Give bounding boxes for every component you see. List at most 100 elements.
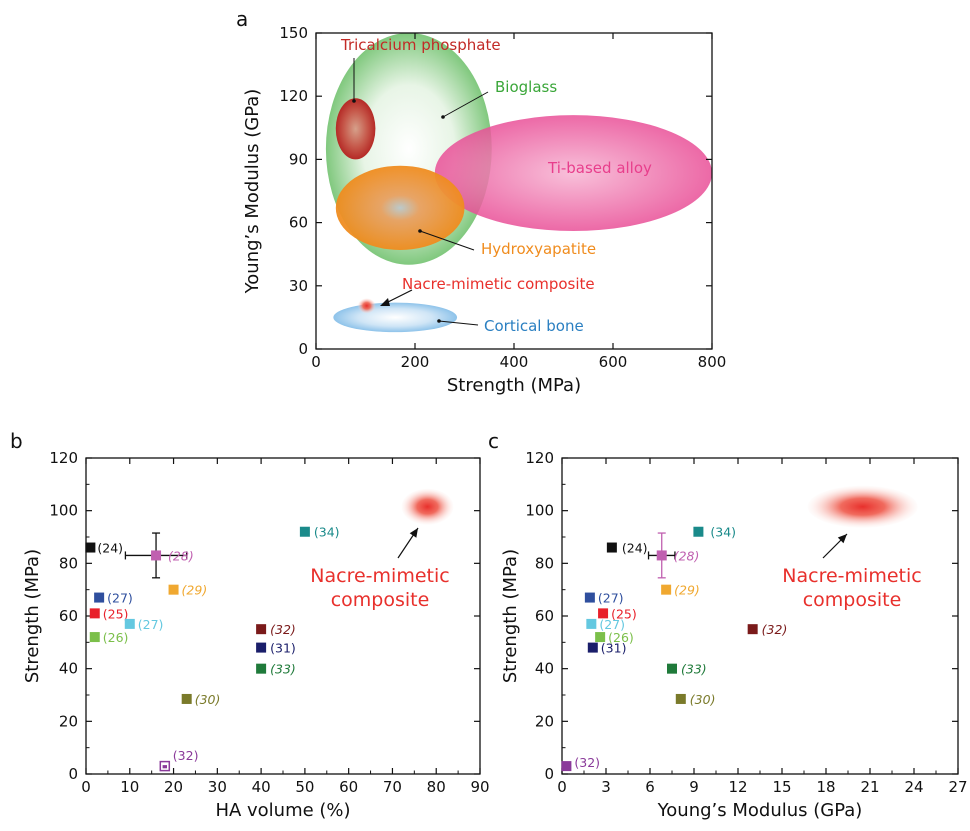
y-tick-label: 80 [59, 554, 78, 572]
region-label: Tricalcium phosphate [340, 36, 501, 54]
x-tick-label: 0 [81, 778, 91, 796]
highlight-label: Nacre-mimetic [310, 565, 449, 587]
data-point [256, 663, 267, 674]
y-tick-label: 150 [279, 24, 308, 42]
region-tricalcium-phosphate [335, 98, 376, 160]
x-tick-label: 24 [904, 778, 923, 796]
y-tick-label: 90 [289, 150, 308, 168]
y-tick-label: 0 [68, 765, 78, 783]
y-tick-label: 40 [535, 660, 554, 678]
data-point [181, 693, 192, 704]
y-axis-title: Strength (MPa) [500, 549, 521, 683]
point-label: (24) [622, 541, 648, 556]
y-tick-label: 60 [289, 214, 308, 232]
highlight-blob [807, 485, 918, 528]
region-cortical-bone [333, 302, 458, 333]
point-label: (25) [611, 606, 637, 621]
panel-a: 0 200 400 600 800 0 30 60 90 120 150 Strength (MPa)… [236, 7, 726, 396]
y-tick-label: 100 [49, 502, 78, 520]
data-point [587, 642, 598, 653]
x-tick-label: 60 [339, 778, 358, 796]
data-point [151, 550, 162, 561]
data-point [124, 618, 135, 629]
x-tick-label: 12 [728, 778, 747, 796]
highlight-label: composite [331, 589, 430, 611]
panel-letter: b [10, 429, 23, 453]
region-label: Ti-based alloy [547, 159, 652, 177]
data-point [299, 526, 310, 537]
y-tick-label: 120 [279, 87, 308, 105]
panel-letter: a [236, 7, 248, 31]
highlight-arrowhead [837, 534, 847, 544]
point-label: (27) [599, 617, 625, 632]
panel-c: 0 3 6 9 12 15 18 21 24 27 0 20 40 60 80 100 120 Young’s M… [488, 429, 968, 821]
x-tick-label: 9 [689, 778, 699, 796]
x-tick-label: 600 [599, 353, 628, 371]
data-point [598, 608, 609, 619]
region-label: Nacre-mimetic composite [402, 275, 595, 293]
x-tick-label: 800 [698, 353, 727, 371]
nacre-arrowhead [380, 298, 390, 306]
x-tick-label: 90 [470, 778, 489, 796]
x-tick-label: 40 [252, 778, 271, 796]
data-point [747, 624, 758, 635]
x-axis-title: HA volume (%) [215, 800, 350, 821]
point-label: (30) [195, 692, 221, 707]
data-point [606, 542, 617, 553]
x-tick-label: 80 [427, 778, 446, 796]
y-tick-label: 0 [544, 765, 554, 783]
highlight-label: Nacre-mimetic [782, 565, 921, 587]
y-tick-label: 20 [535, 712, 554, 730]
data-point [595, 632, 606, 643]
leader-dot [437, 319, 441, 323]
data-point [89, 608, 100, 619]
leader-line [442, 91, 489, 118]
y-axis-title: Young’s Modulus (GPa) [242, 89, 263, 295]
y-axis-title: Strength (MPa) [22, 549, 43, 683]
x-tick-label: 0 [311, 353, 321, 371]
region-label: Cortical bone [484, 317, 584, 335]
y-tick-label: 60 [59, 607, 78, 625]
x-tick-label: 20 [164, 778, 183, 796]
data-point [586, 618, 597, 629]
data-point [661, 584, 672, 595]
point-label: (32) [270, 622, 296, 637]
region-nacre-mimetic-composite [358, 298, 376, 314]
leader-dot [352, 99, 356, 103]
y-tick-label: 20 [59, 712, 78, 730]
x-tick-label: 6 [645, 778, 655, 796]
x-axis-title: Strength (MPa) [447, 375, 581, 396]
x-tick-label: 3 [601, 778, 611, 796]
x-tick-label: 18 [816, 778, 835, 796]
regions [325, 33, 712, 333]
point-label: (24) [97, 541, 123, 556]
leader-dot [418, 229, 422, 233]
point-label: (33) [681, 662, 707, 677]
point-label: (32) [762, 622, 788, 637]
region-label: Hydroxyapatite [481, 240, 596, 258]
point-label: (32) [173, 748, 199, 763]
x-tick-label: 400 [500, 353, 529, 371]
x-tick-label: 50 [295, 778, 314, 796]
data-point [561, 761, 572, 772]
x-tick-label: 15 [772, 778, 791, 796]
y-tick-label: 80 [535, 554, 554, 572]
y-tick-label: 30 [289, 277, 308, 295]
highlight-label: composite [803, 589, 902, 611]
data-point [89, 632, 100, 643]
point-label: (29) [674, 583, 700, 598]
x-tick-label: 0 [557, 778, 567, 796]
point-label: (32) [574, 755, 600, 770]
point-label: (33) [270, 662, 296, 677]
x-axis-title: Young’s Modulus (GPa) [657, 800, 863, 821]
x-tick-label: 200 [401, 353, 430, 371]
region-ti-based-alloy [434, 115, 712, 232]
panel-b: 0 10 20 30 40 50 60 70 80 90 0 20 40 60 80 100 120 HA vol… [10, 429, 490, 821]
data-point [94, 592, 105, 603]
point-label: (31) [270, 641, 296, 656]
point-label: (28) [674, 548, 700, 563]
data-point [667, 663, 677, 674]
point-label: (26) [608, 630, 634, 645]
point-label: (27) [107, 591, 133, 606]
